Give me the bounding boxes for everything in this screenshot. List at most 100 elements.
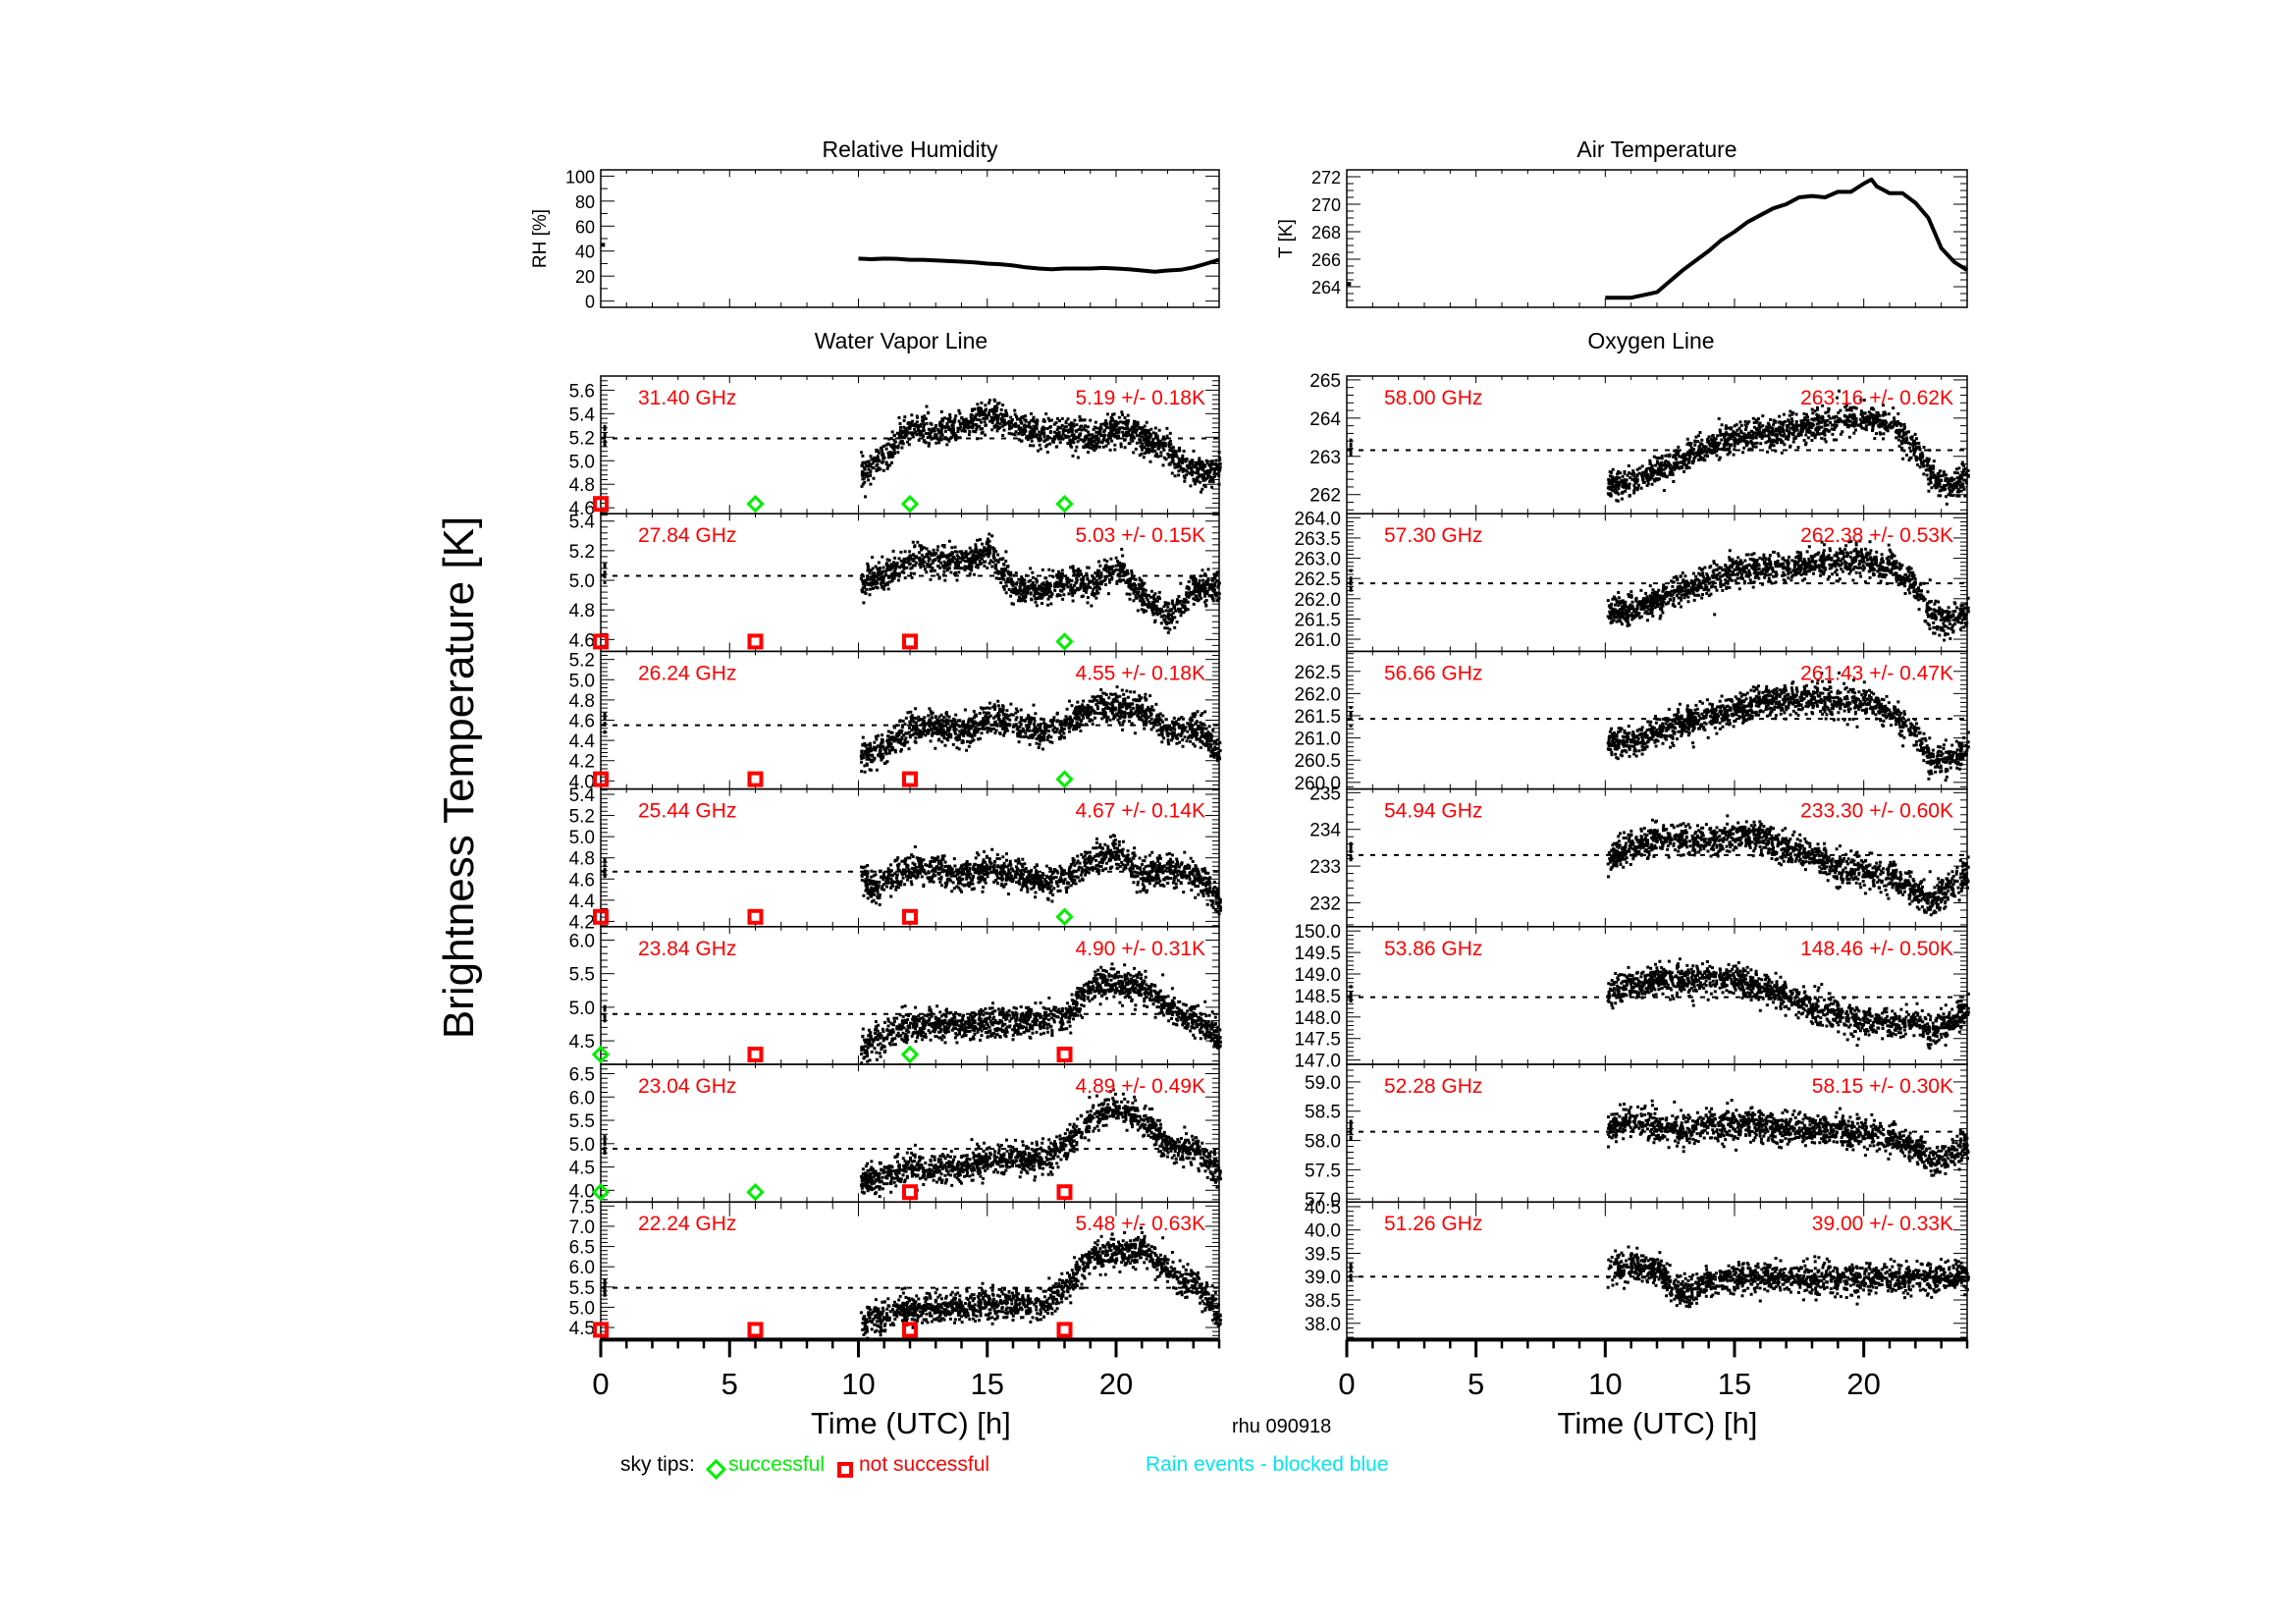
skytip-success-marker — [1055, 632, 1074, 651]
channel-stats: 261.43 +/- 0.47K — [1800, 662, 1953, 684]
y-tick-label: 6.0 — [569, 1258, 595, 1278]
y-tick-label: 4.8 — [569, 601, 595, 622]
skytip-success-marker — [1055, 770, 1074, 788]
channel-stats: 39.00 +/- 0.33K — [1812, 1213, 1953, 1235]
y-tick-label: 261.5 — [1294, 610, 1341, 630]
legend-not-successful: not successful — [859, 1453, 990, 1476]
channel-stats: 233.30 +/- 0.60K — [1800, 800, 1953, 823]
channel-stats: 5.48 +/- 0.63K — [1075, 1213, 1205, 1235]
y-tick-label: 5.2 — [569, 428, 595, 449]
y-tick-label: 4.4 — [569, 731, 596, 752]
y-tick-label: 4.2 — [569, 912, 595, 933]
channel-frequency: 58.00 GHz — [1384, 387, 1482, 409]
legend-fail-icon — [837, 1462, 853, 1478]
panel-title: Air Temperature — [1576, 136, 1736, 162]
y-tick-label: 5.4 — [569, 513, 596, 533]
axes-frame — [600, 169, 1220, 308]
skytip-fail-marker — [747, 633, 764, 650]
y-tick-label: 20 — [575, 267, 595, 287]
y-tick-label: 262.0 — [1294, 684, 1341, 705]
y-tick-label: 262.5 — [1294, 663, 1341, 683]
channel-frequency: 23.04 GHz — [638, 1075, 736, 1098]
skytip-fail-marker — [1056, 1322, 1073, 1338]
skytip-fail-marker — [902, 1322, 918, 1338]
panel-rh: Relative Humidity 0 20 40 60 80 100 RH [%] — [530, 136, 1220, 312]
y-tick-label: 5.4 — [569, 785, 596, 806]
skytip-fail-marker — [747, 1047, 764, 1062]
y-tick-label: 4.6 — [569, 630, 595, 651]
channel-stats: 4.89 +/- 0.49K — [1075, 1075, 1205, 1098]
y-tick-label: 261.0 — [1294, 630, 1341, 651]
y-tick-label: 4.5 — [569, 1159, 595, 1179]
y-tick-label: 40.0 — [1305, 1221, 1341, 1242]
skytip-fail-marker — [1056, 1184, 1073, 1201]
y-tick-label: 148.0 — [1294, 1008, 1341, 1029]
scatter-points — [1349, 671, 1970, 783]
y-tick-label: 262 — [1309, 486, 1341, 507]
y-tick-label: 5.0 — [569, 999, 595, 1019]
scatter-points — [603, 1226, 1222, 1340]
y-tick-label: 5.6 — [569, 381, 595, 402]
y-tick-label: 265 — [1309, 371, 1341, 392]
x-tick-label: 20 — [1099, 1367, 1133, 1401]
x-tick-label: 0 — [1338, 1367, 1355, 1401]
y-tick-label: 4.8 — [569, 691, 595, 712]
y-tick-label: 5.2 — [569, 651, 595, 672]
y-tick-label: 270 — [1311, 195, 1341, 215]
skytip-fail-marker — [593, 633, 609, 650]
data-point — [601, 243, 606, 247]
x-tick-label: 15 — [971, 1367, 1004, 1401]
y-tick-label: 4.6 — [569, 712, 595, 732]
y-tick-label: 58.5 — [1305, 1103, 1341, 1123]
group-ox: Oxygen Line 262 263 264 265 58.00 GHz 263.16 +… — [1294, 328, 1970, 1440]
axes-frame — [1346, 169, 1968, 308]
legend-rain: Rain events - blocked blue — [1146, 1453, 1389, 1476]
y-tick-label: 57.5 — [1305, 1161, 1341, 1181]
y-tick-label: 4.2 — [569, 752, 595, 773]
skytip-success-marker — [900, 495, 920, 514]
channel-frequency: 54.94 GHz — [1384, 800, 1482, 823]
y-axis-label: RH [%] — [530, 209, 551, 268]
channel-frequency: 57.30 GHz — [1384, 524, 1482, 547]
skytip-fail-marker — [902, 908, 918, 925]
scatter-points — [1349, 1245, 1970, 1309]
y-tick-label: 232 — [1309, 893, 1341, 914]
y-tick-label: 272 — [1311, 168, 1341, 188]
channel-panel: 4.6 4.8 5.0 5.2 5.4 27.84 GHz 5.03 +/- 0.15K — [569, 513, 1221, 653]
y-tick-label: 263 — [1309, 448, 1341, 468]
group-title: Oxygen Line — [1587, 328, 1714, 353]
scatter-points — [1349, 957, 1970, 1050]
y-tick-label: 40.5 — [1305, 1198, 1341, 1218]
y-tick-label: 0 — [585, 293, 595, 312]
skytip-fail-marker — [1056, 1047, 1073, 1062]
skytip-fail-marker — [902, 1184, 918, 1201]
y-tick-label: 5.0 — [569, 571, 595, 592]
scatter-points — [603, 532, 1221, 634]
y-tick-label: 80 — [575, 192, 595, 212]
channel-stats: 4.90 +/- 0.31K — [1075, 938, 1205, 960]
channel-stats: 148.46 +/- 0.50K — [1800, 938, 1953, 960]
legend-successful: successful — [728, 1453, 826, 1476]
y-tick-label: 5.5 — [569, 965, 595, 986]
y-tick-label: 148.5 — [1294, 987, 1341, 1007]
skytip-fail-marker — [747, 771, 764, 787]
y-tick-label: 263.5 — [1294, 529, 1341, 550]
channel-frequency: 27.84 GHz — [638, 524, 736, 547]
y-tick-label: 5.5 — [569, 1278, 595, 1299]
skytip-success-marker — [591, 1045, 611, 1064]
x-tick-label: 20 — [1846, 1367, 1880, 1401]
y-tick-label: 262.0 — [1294, 590, 1341, 611]
channel-stats: 263.16 +/- 0.62K — [1800, 387, 1953, 409]
scatter-points — [603, 398, 1222, 499]
skytip-success-marker — [746, 495, 765, 514]
y-tick-label: 4.8 — [569, 475, 595, 496]
channel-stats: 262.38 +/- 0.53K — [1800, 524, 1953, 547]
y-tick-label: 260.5 — [1294, 751, 1341, 772]
skytip-success-marker — [1055, 495, 1074, 514]
skytip-success-marker — [900, 1045, 920, 1064]
y-tick-label: 59.0 — [1305, 1073, 1341, 1094]
y-tick-label: 39.5 — [1305, 1244, 1341, 1265]
